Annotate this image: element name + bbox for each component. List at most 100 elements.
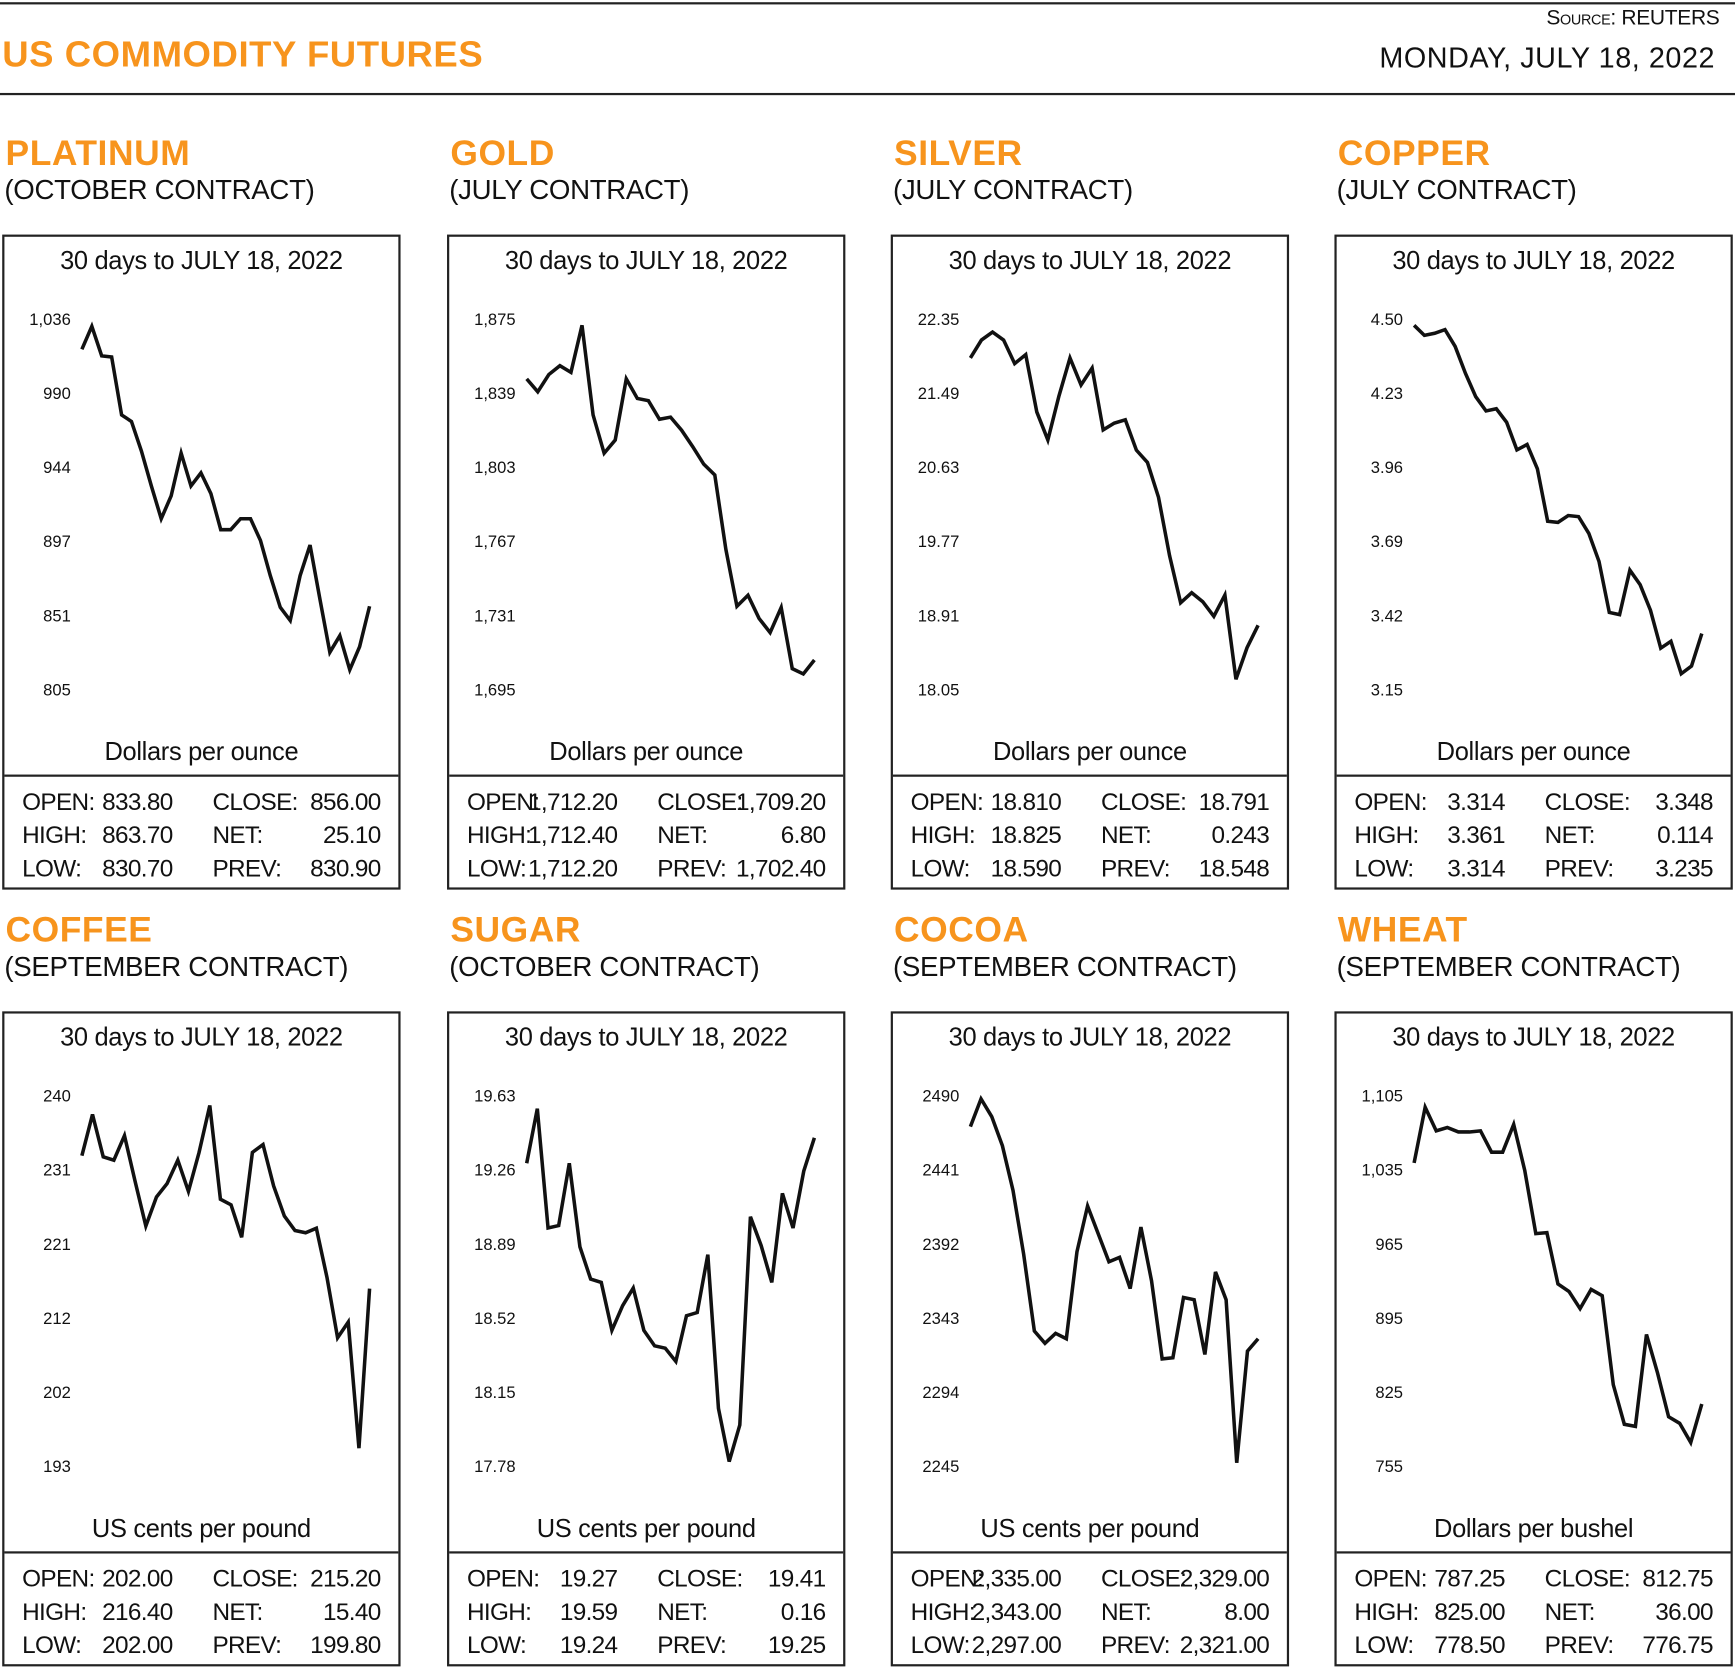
date-label: MONDAY, JULY 18, 2022: [1379, 40, 1716, 75]
chart-period: 30 days to JULY 18, 2022: [948, 245, 1232, 275]
commodity-name: COPPER: [1337, 132, 1491, 173]
price-chart: [525, 324, 816, 677]
stat-value-low: 830.70: [102, 854, 173, 882]
price-chart: [524, 1108, 817, 1463]
stat-label-low: LOW:: [466, 1630, 527, 1659]
stat-value-open: 787.25: [1434, 1564, 1505, 1593]
stat-label-close: CLOSE:: [212, 787, 298, 816]
y-tick-label: 19.63: [474, 1087, 516, 1106]
unit-label: US cents per pound: [980, 1513, 1200, 1543]
stat-label-close: CLOSE:: [657, 787, 743, 816]
unit-label: US cents per pound: [91, 1513, 311, 1543]
stat-value-close: 2,329.00: [1179, 1564, 1270, 1593]
y-tick-label: 2294: [922, 1383, 960, 1403]
stat-value-prev: 18.548: [1198, 854, 1270, 882]
stat-value-low: 202.00: [102, 1630, 173, 1659]
unit-label: Dollars per bushel: [1434, 1513, 1634, 1543]
price-line: [524, 1108, 817, 1463]
stat-label-close: CLOSE:: [1544, 1564, 1631, 1593]
stat-value-prev: 776.75: [1642, 1630, 1713, 1659]
chart-box: 30 days to JULY 18, 2022 1,036 990 944 897 85…: [2, 234, 401, 890]
contract-label: (OCTOBER CONTRACT): [4, 174, 315, 206]
y-tick-label: 212: [43, 1309, 71, 1329]
y-tick-label: 240: [43, 1087, 71, 1106]
y-tick-label: 1,875: [474, 310, 516, 330]
commodity-name: SUGAR: [450, 909, 581, 950]
y-tick-label: 221: [43, 1235, 71, 1255]
y-tick-label: 1,035: [1361, 1161, 1404, 1181]
chart-period: 30 days to JULY 18, 2022: [948, 1022, 1232, 1052]
price-line: [968, 1094, 1260, 1463]
stats-divider: [1336, 1551, 1731, 1554]
stat-value-open: 1,712.20: [527, 787, 618, 816]
chart-box: 30 days to JULY 18, 2022 4.50 4.23 3.96 3.69…: [1334, 234, 1733, 890]
stat-label-high: HIGH:: [910, 1597, 976, 1626]
stat-label-low: LOW:: [22, 854, 82, 882]
stats-divider: [1336, 774, 1731, 777]
stat-label-low: LOW:: [910, 1630, 971, 1659]
y-tick-label: 193: [43, 1457, 71, 1477]
stat-label-net: NET:: [212, 821, 263, 849]
stat-label-open: OPEN:: [1354, 1564, 1427, 1593]
stat-label-close: CLOSE:: [212, 1564, 298, 1593]
stat-label-low: LOW:: [466, 854, 527, 882]
stat-label-high: HIGH:: [466, 821, 532, 849]
stat-value-prev: 830.90: [310, 854, 381, 882]
stat-label-close: CLOSE:: [657, 1564, 743, 1593]
stat-value-prev: 19.25: [767, 1630, 826, 1659]
chart-box: 30 days to JULY 18, 2022 19.63 19.26 18.89 1…: [447, 1011, 846, 1667]
unit-label: Dollars per ounce: [992, 736, 1187, 766]
chart-box: 30 days to JULY 18, 2022 1,875 1,839 1,803 1…: [447, 234, 846, 890]
y-tick-label: 1,731: [474, 606, 516, 626]
stat-value-close: 1,709.20: [735, 787, 826, 816]
stat-label-prev: PREV:: [212, 854, 282, 882]
stats-divider: [449, 774, 844, 777]
y-tick-label: 2343: [922, 1309, 960, 1329]
stat-value-low: 19.24: [559, 1630, 618, 1659]
stat-value-high: 18.825: [990, 821, 1062, 849]
stat-value-low: 18.590: [990, 854, 1062, 882]
y-tick-label: 944: [43, 458, 71, 478]
chart-box: 30 days to JULY 18, 2022 22.35 21.49 20.63 1…: [890, 234, 1290, 890]
stat-value-open: 3.314: [1447, 787, 1505, 816]
y-tick-label: 895: [1375, 1309, 1404, 1329]
chart-period: 30 days to JULY 18, 2022: [60, 245, 343, 275]
y-tick-label: 2441: [922, 1161, 960, 1181]
stat-value-open: 2,335.00: [971, 1564, 1062, 1593]
y-tick-label: 4.23: [1370, 384, 1404, 404]
stat-value-high: 825.00: [1434, 1597, 1505, 1626]
stat-value-prev: 2,321.00: [1179, 1630, 1270, 1659]
stat-label-high: HIGH:: [466, 1597, 532, 1626]
stats-divider: [4, 1551, 399, 1554]
stats-divider: [892, 774, 1287, 777]
stat-value-low: 778.50: [1434, 1630, 1505, 1659]
price-line: [80, 1105, 372, 1449]
stats-divider: [4, 774, 399, 777]
stat-label-prev: PREV:: [1100, 854, 1171, 882]
stat-label-open: OPEN:: [1354, 787, 1427, 816]
stat-value-net: 15.40: [323, 1597, 381, 1626]
top-rule: [0, 2, 1735, 5]
stat-value-high: 3.361: [1447, 821, 1505, 849]
unit-label: Dollars per ounce: [1436, 736, 1631, 766]
y-tick-label: 897: [43, 532, 71, 552]
stat-value-net: 25.10: [323, 821, 381, 849]
y-tick-label: 17.78: [474, 1457, 516, 1477]
stat-value-net: 0.243: [1211, 821, 1270, 849]
commodity-name: PLATINUM: [5, 132, 191, 173]
stat-label-low: LOW:: [1354, 1630, 1414, 1659]
stat-label-net: NET:: [1100, 1597, 1152, 1626]
stat-label-prev: PREV:: [1544, 1630, 1615, 1659]
stat-value-net: 8.00: [1224, 1597, 1270, 1626]
stat-value-high: 863.70: [102, 821, 173, 849]
y-tick-label: 1,036: [29, 310, 71, 330]
y-tick-label: 18.89: [474, 1235, 516, 1255]
stat-label-high: HIGH:: [22, 1597, 87, 1626]
chart-box: 30 days to JULY 18, 2022 2490 2441 2392 2343…: [890, 1011, 1290, 1667]
y-tick-label: 1,767: [474, 532, 516, 552]
y-tick-label: 3.96: [1370, 458, 1404, 478]
price-line: [968, 329, 1260, 680]
stat-value-prev: 199.80: [310, 1630, 381, 1659]
stat-label-prev: PREV:: [1544, 854, 1615, 882]
